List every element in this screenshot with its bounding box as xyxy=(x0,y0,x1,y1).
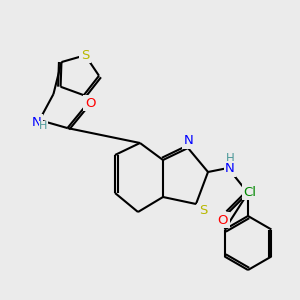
Text: N: N xyxy=(225,163,235,176)
Text: S: S xyxy=(81,49,89,62)
Text: S: S xyxy=(199,205,207,218)
Text: Cl: Cl xyxy=(244,185,256,199)
Text: H: H xyxy=(39,121,48,131)
Text: O: O xyxy=(85,97,96,110)
Text: N: N xyxy=(184,134,194,148)
Text: H: H xyxy=(226,152,234,164)
Text: N: N xyxy=(32,116,41,129)
Text: O: O xyxy=(218,214,228,226)
